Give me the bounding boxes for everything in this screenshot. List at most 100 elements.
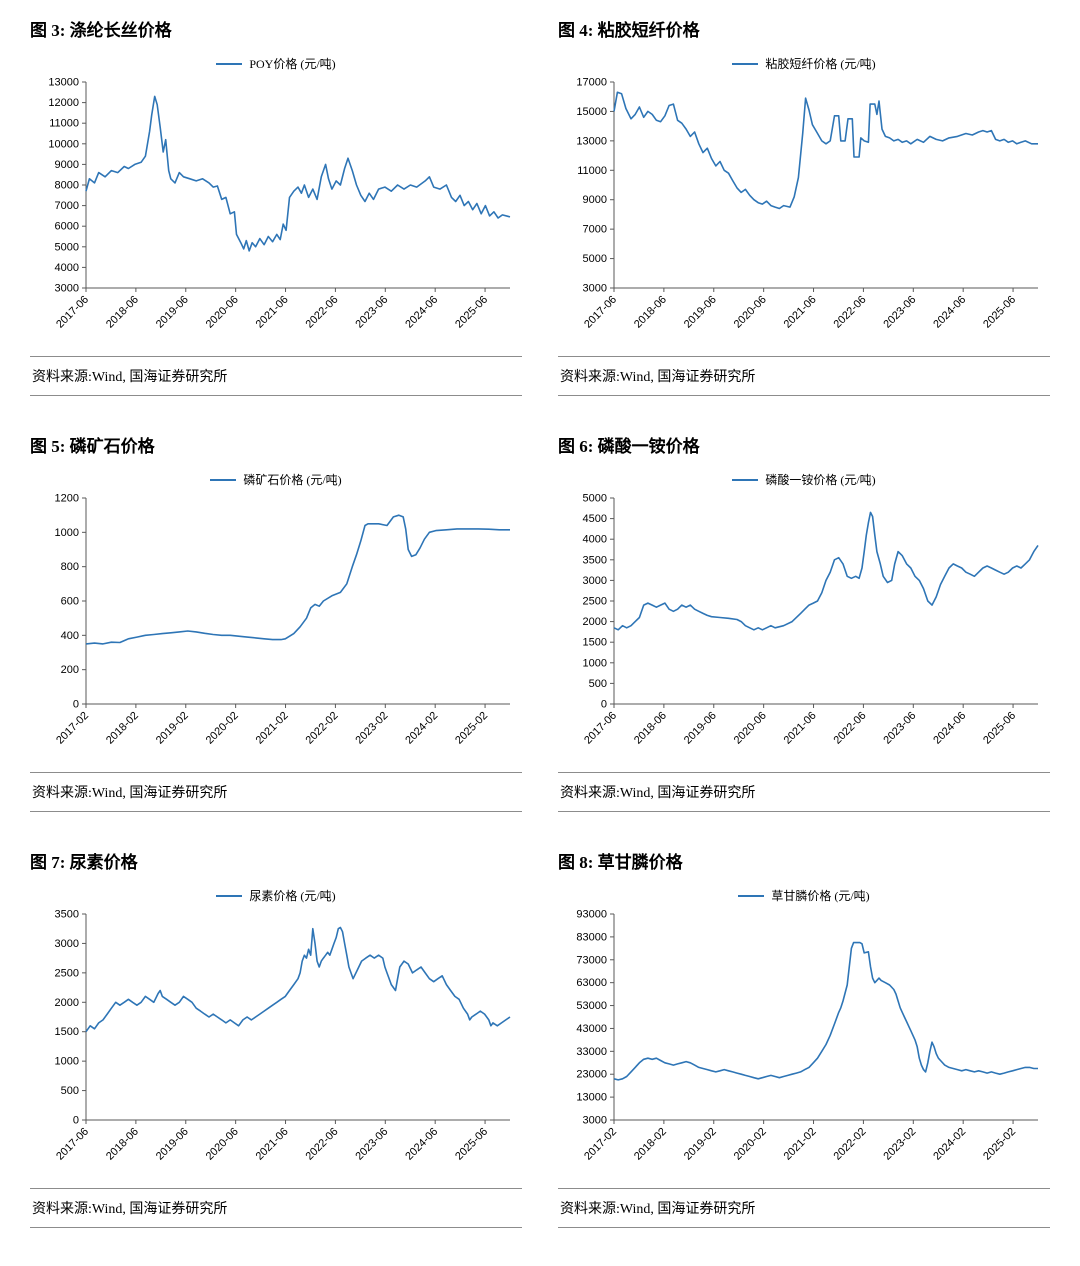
svg-text:2023-06: 2023-06 bbox=[881, 294, 918, 331]
svg-text:2023-02: 2023-02 bbox=[353, 710, 390, 747]
svg-text:10000: 10000 bbox=[48, 138, 79, 150]
legend-line-icon bbox=[738, 894, 765, 897]
svg-text:2023-06: 2023-06 bbox=[881, 710, 918, 747]
svg-text:2022-06: 2022-06 bbox=[303, 294, 340, 331]
svg-text:15000: 15000 bbox=[576, 106, 607, 118]
figure-panel-4: 图 4: 粘胶短纤价格 粘胶短纤价格 (元/吨) 3000 5000 7000 900… bbox=[558, 12, 1050, 396]
chart-legend: 粘胶短纤价格 (元/吨) bbox=[558, 55, 1050, 72]
line-chart-phosphate-rock: 0 200 400 600 800 1000 1200 2017-02 2018-02 2019-… bbox=[30, 488, 522, 770]
svg-text:2017-06: 2017-06 bbox=[582, 710, 619, 747]
svg-text:1500: 1500 bbox=[55, 1026, 79, 1038]
svg-text:3500: 3500 bbox=[583, 554, 607, 566]
svg-text:0: 0 bbox=[73, 699, 79, 711]
svg-text:2020-06: 2020-06 bbox=[204, 294, 241, 331]
chart-legend: 磷矿石价格 (元/吨) bbox=[30, 471, 522, 488]
line-chart-viscose: 3000 5000 7000 9000 11000 13000 15000 17000 2017… bbox=[558, 72, 1050, 354]
line-chart-poy: 3000 4000 5000 6000 7000 8000 9000 10000 11000 12… bbox=[30, 72, 522, 354]
source-note: 资料来源:Wind, 国海证券研究所 bbox=[558, 356, 1050, 396]
svg-text:2020-06: 2020-06 bbox=[732, 710, 769, 747]
svg-text:1000: 1000 bbox=[55, 1056, 79, 1068]
svg-text:43000: 43000 bbox=[576, 1023, 607, 1035]
source-text: 资料来源:Wind, 国海证券研究所 bbox=[560, 1202, 756, 1217]
chart-svg: 0 500 1000 1500 2000 2500 3000 3500 4000 4500 5000… bbox=[582, 493, 1039, 747]
chart-svg: 3000 4000 5000 6000 7000 8000 9000 10000 11000 12… bbox=[48, 77, 511, 331]
svg-text:400: 400 bbox=[61, 630, 79, 642]
figure-title: 图 8: 草甘膦价格 bbox=[558, 853, 683, 872]
svg-text:2024-02: 2024-02 bbox=[931, 1126, 968, 1163]
svg-text:13000: 13000 bbox=[576, 135, 607, 147]
svg-text:2024-06: 2024-06 bbox=[403, 294, 440, 331]
svg-text:3500: 3500 bbox=[55, 909, 79, 921]
figure-title: 图 3: 涤纶长丝价格 bbox=[30, 21, 172, 40]
source-text: 资料来源:Wind, 国海证券研究所 bbox=[32, 1202, 228, 1217]
chart-legend: 尿素价格 (元/吨) bbox=[30, 887, 522, 904]
svg-text:2018-06: 2018-06 bbox=[104, 294, 141, 331]
svg-text:2021-06: 2021-06 bbox=[254, 1126, 291, 1163]
figure-title: 图 6: 磷酸一铵价格 bbox=[558, 437, 700, 456]
svg-text:9000: 9000 bbox=[55, 159, 79, 171]
svg-text:2021-06: 2021-06 bbox=[782, 710, 819, 747]
svg-text:4000: 4000 bbox=[55, 262, 79, 274]
svg-text:11000: 11000 bbox=[49, 118, 79, 130]
svg-text:1000: 1000 bbox=[55, 527, 79, 539]
svg-text:2025-02: 2025-02 bbox=[981, 1126, 1018, 1163]
svg-text:2000: 2000 bbox=[583, 616, 607, 628]
svg-text:2019-06: 2019-06 bbox=[682, 294, 719, 331]
legend-label: 粘胶短纤价格 (元/吨) bbox=[765, 57, 876, 71]
svg-text:2017-02: 2017-02 bbox=[54, 710, 91, 747]
figure-title: 图 7: 尿素价格 bbox=[30, 853, 138, 872]
svg-text:2025-06: 2025-06 bbox=[453, 1126, 490, 1163]
svg-text:13000: 13000 bbox=[576, 1092, 607, 1104]
svg-text:17000: 17000 bbox=[576, 77, 607, 89]
svg-text:2024-06: 2024-06 bbox=[931, 294, 968, 331]
svg-text:4000: 4000 bbox=[583, 534, 607, 546]
svg-text:800: 800 bbox=[61, 561, 79, 573]
svg-text:500: 500 bbox=[61, 1085, 79, 1097]
svg-text:0: 0 bbox=[601, 699, 607, 711]
svg-text:2019-02: 2019-02 bbox=[154, 710, 191, 747]
chart-legend: 磷酸一铵价格 (元/吨) bbox=[558, 471, 1050, 488]
svg-text:3000: 3000 bbox=[55, 283, 79, 295]
svg-text:5000: 5000 bbox=[583, 253, 607, 265]
svg-text:2021-06: 2021-06 bbox=[254, 294, 291, 331]
svg-text:2025-06: 2025-06 bbox=[453, 294, 490, 331]
figure-title: 图 4: 粘胶短纤价格 bbox=[558, 21, 700, 40]
figure-panel-3: 图 3: 涤纶长丝价格 POY价格 (元/吨) 3000 4000 5000 6000… bbox=[30, 12, 522, 396]
svg-text:2025-06: 2025-06 bbox=[981, 710, 1018, 747]
svg-text:83000: 83000 bbox=[576, 931, 607, 943]
line-chart-urea: 0 500 1000 1500 2000 2500 3000 3500 2017-06 2018-… bbox=[30, 904, 522, 1186]
source-text: 资料来源:Wind, 国海证券研究所 bbox=[560, 370, 756, 385]
svg-text:2022-06: 2022-06 bbox=[831, 710, 868, 747]
svg-text:2017-06: 2017-06 bbox=[54, 294, 91, 331]
svg-text:7000: 7000 bbox=[55, 200, 79, 212]
svg-text:2022-06: 2022-06 bbox=[831, 294, 868, 331]
svg-text:3000: 3000 bbox=[583, 283, 607, 295]
svg-text:2019-02: 2019-02 bbox=[682, 1126, 719, 1163]
svg-text:2023-06: 2023-06 bbox=[353, 1126, 390, 1163]
chart-svg: 3000 13000 23000 33000 43000 53000 63000 73000 8… bbox=[576, 909, 1038, 1163]
svg-text:3000: 3000 bbox=[583, 1115, 607, 1127]
svg-text:6000: 6000 bbox=[55, 221, 79, 233]
svg-text:23000: 23000 bbox=[576, 1069, 607, 1081]
chart-legend: 草甘膦价格 (元/吨) bbox=[558, 887, 1050, 904]
svg-text:2022-06: 2022-06 bbox=[303, 1126, 340, 1163]
figure-panel-5: 图 5: 磷矿石价格 磷矿石价格 (元/吨) 0 200 400 600 800 1000… bbox=[30, 428, 522, 812]
legend-line-icon bbox=[732, 62, 759, 65]
svg-text:2500: 2500 bbox=[583, 596, 607, 608]
svg-text:1000: 1000 bbox=[583, 657, 607, 669]
legend-line-icon bbox=[210, 478, 237, 481]
svg-text:2025-06: 2025-06 bbox=[981, 294, 1018, 331]
svg-text:2023-02: 2023-02 bbox=[881, 1126, 918, 1163]
source-note: 资料来源:Wind, 国海证券研究所 bbox=[30, 1188, 522, 1228]
svg-text:5000: 5000 bbox=[583, 493, 607, 505]
legend-line-icon bbox=[732, 478, 759, 481]
svg-text:200: 200 bbox=[61, 664, 79, 676]
svg-text:2023-06: 2023-06 bbox=[353, 294, 390, 331]
source-text: 资料来源:Wind, 国海证券研究所 bbox=[32, 370, 228, 385]
svg-text:2018-06: 2018-06 bbox=[104, 1126, 141, 1163]
svg-text:2025-02: 2025-02 bbox=[453, 710, 490, 747]
legend-label: 尿素价格 (元/吨) bbox=[249, 889, 336, 903]
svg-text:500: 500 bbox=[589, 678, 607, 690]
source-text: 资料来源:Wind, 国海证券研究所 bbox=[32, 786, 228, 801]
